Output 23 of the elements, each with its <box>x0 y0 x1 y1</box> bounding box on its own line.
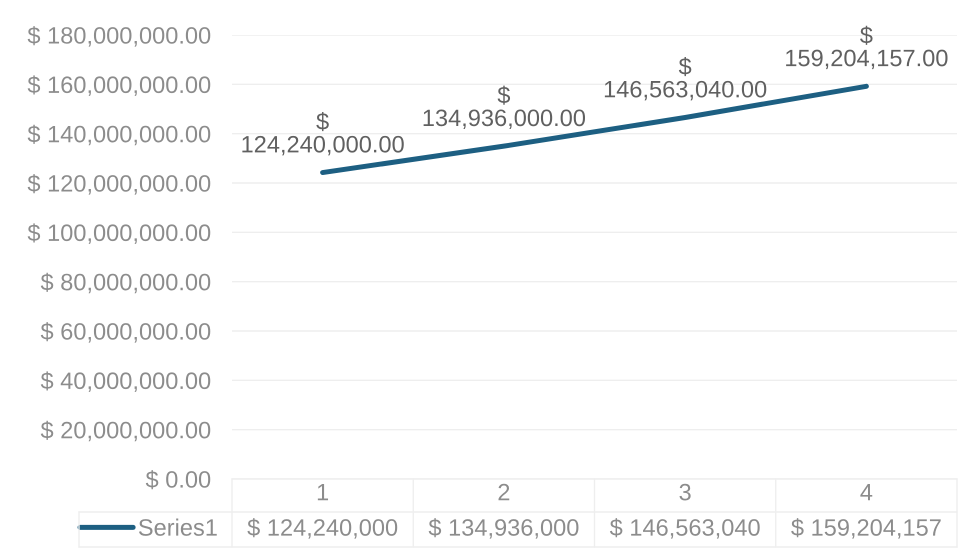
y-tick-label: $ 140,000,000.00 <box>28 124 210 146</box>
data-label: $ 134,936,000.00 <box>424 86 586 129</box>
y-tick-label: $ 180,000,000.00 <box>28 26 210 47</box>
y-tick-label: $ 80,000,000.00 <box>40 272 210 294</box>
y-tick-label: $ 100,000,000.00 <box>28 223 210 244</box>
y-tick-label: $ 120,000,000.00 <box>28 174 210 195</box>
y-tick-label: $ 60,000,000.00 <box>40 322 210 343</box>
text: $ 159,204,157 <box>791 518 941 539</box>
text: $ 146,563,040 <box>610 518 760 539</box>
y-tick-label: $ 40,000,000.00 <box>40 371 210 392</box>
x-tick-label: 2 <box>498 484 510 500</box>
x-tick-label: 3 <box>679 484 691 501</box>
y-tick-label: $ 20,000,000.00 <box>40 420 210 442</box>
data-label: $ 146,563,040.00 <box>604 56 766 100</box>
text: $ 124,240,000 <box>247 518 398 539</box>
y-tick-label: $ 0.00 <box>146 470 210 490</box>
data-label: $ 159,204,157.00 <box>786 26 948 70</box>
legend-label: Series1 <box>138 518 217 536</box>
x-tick-label: 4 <box>860 484 872 500</box>
text: $ 134,936,000 <box>428 518 578 539</box>
data-label: $ 124,240,000.00 <box>242 112 404 156</box>
y-tick-label: $ 160,000,000.00 <box>28 75 210 96</box>
x-tick-label: 1 <box>318 484 328 500</box>
